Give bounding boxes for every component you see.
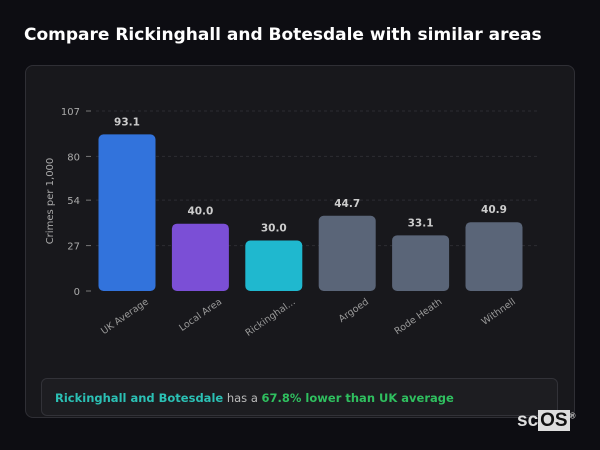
x-tick-label: Local Area bbox=[177, 296, 224, 333]
summary-result: 67.8% lower than UK average bbox=[261, 391, 454, 405]
bar-value-label: 44.7 bbox=[334, 198, 360, 210]
scos-logo: sc OS ® bbox=[517, 410, 576, 431]
bar-value-label: 30.0 bbox=[261, 223, 287, 235]
x-tick-label: UK Average bbox=[99, 296, 151, 337]
summary-middle: has a bbox=[223, 391, 262, 405]
bar bbox=[98, 134, 156, 291]
bar bbox=[245, 240, 303, 291]
x-tick-label: Rode Heath bbox=[393, 296, 445, 337]
bar bbox=[318, 215, 376, 291]
bar-value-label: 40.9 bbox=[481, 204, 507, 216]
page-title: Compare Rickinghall and Botesdale with s… bbox=[24, 25, 542, 45]
bar bbox=[171, 223, 229, 291]
y-tick-label: 0 bbox=[74, 287, 80, 298]
y-tick-label: 54 bbox=[67, 196, 80, 207]
y-tick-label: 27 bbox=[67, 242, 80, 253]
y-tick-label: 80 bbox=[67, 152, 80, 163]
x-tick-label: Rickinghal... bbox=[244, 296, 298, 338]
bar-value-label: 33.1 bbox=[408, 217, 434, 229]
bar-value-label: 93.1 bbox=[114, 116, 140, 128]
x-tick-label: Argoed bbox=[337, 296, 371, 324]
x-tick-label: Withnell bbox=[480, 296, 518, 327]
bar-value-label: 40.0 bbox=[187, 206, 213, 218]
bar bbox=[465, 222, 523, 291]
y-tick-label: 107 bbox=[61, 107, 80, 118]
summary-area: Rickinghall and Botesdale bbox=[55, 391, 224, 405]
y-axis-label: Crimes per 1,000 bbox=[45, 158, 56, 245]
summary-box: Rickinghall and Botesdale has a 67.8% lo… bbox=[41, 378, 558, 416]
bar bbox=[392, 235, 450, 291]
